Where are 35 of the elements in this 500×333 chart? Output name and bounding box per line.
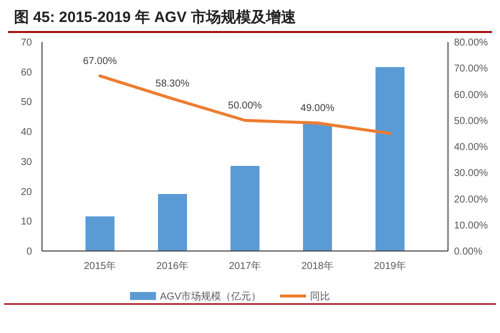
- y2-tick-label: 80.00%: [454, 38, 488, 48]
- legend-label: AGV市场规模（亿元）: [160, 290, 262, 302]
- y-tick-label: 0: [26, 246, 32, 258]
- y-tick-label: 20: [20, 186, 32, 198]
- y2-tick-label: 50.00%: [454, 116, 488, 127]
- y2-tick-label: 10.00%: [454, 220, 488, 232]
- bar: [230, 166, 260, 251]
- y-tick-label: 70: [20, 38, 32, 48]
- data-label: 50.00%: [228, 100, 262, 112]
- data-label: 67.00%: [83, 56, 118, 67]
- y-tick-label: 60: [20, 67, 32, 78]
- y-tick-label: 30: [20, 156, 32, 168]
- x-tick-label: 2018年: [301, 260, 334, 272]
- y-tick-label: 10: [20, 216, 32, 228]
- bar: [303, 124, 332, 251]
- x-tick-label: 2017年: [228, 260, 262, 272]
- data-label: 58.30%: [156, 78, 190, 90]
- y2-tick-label: 60.00%: [454, 90, 488, 101]
- y2-tick-label: 30.00%: [454, 168, 488, 180]
- legend-label: 同比: [310, 290, 330, 302]
- y2-tick-label: 70.00%: [454, 64, 488, 75]
- x-tick-label: 2016年: [156, 260, 189, 272]
- y2-tick-label: 40.00%: [454, 142, 488, 153]
- y-tick-label: 50: [20, 97, 32, 108]
- x-tick-label: 2019年: [374, 260, 406, 272]
- line-series: [98, 74, 392, 135]
- y2-tick-label: 20.00%: [454, 194, 488, 206]
- bar: [86, 216, 114, 251]
- data-label: 49.00%: [300, 102, 335, 114]
- y-tick-label: 40: [20, 127, 32, 138]
- bar: [158, 194, 187, 251]
- x-tick-label: 2015年: [84, 260, 116, 272]
- y2-tick-label: 0.00%: [454, 246, 482, 258]
- chart-title: 图 45: 2015-2019 年 AGV 市场规模及增速: [14, 8, 297, 26]
- bar: [376, 67, 404, 251]
